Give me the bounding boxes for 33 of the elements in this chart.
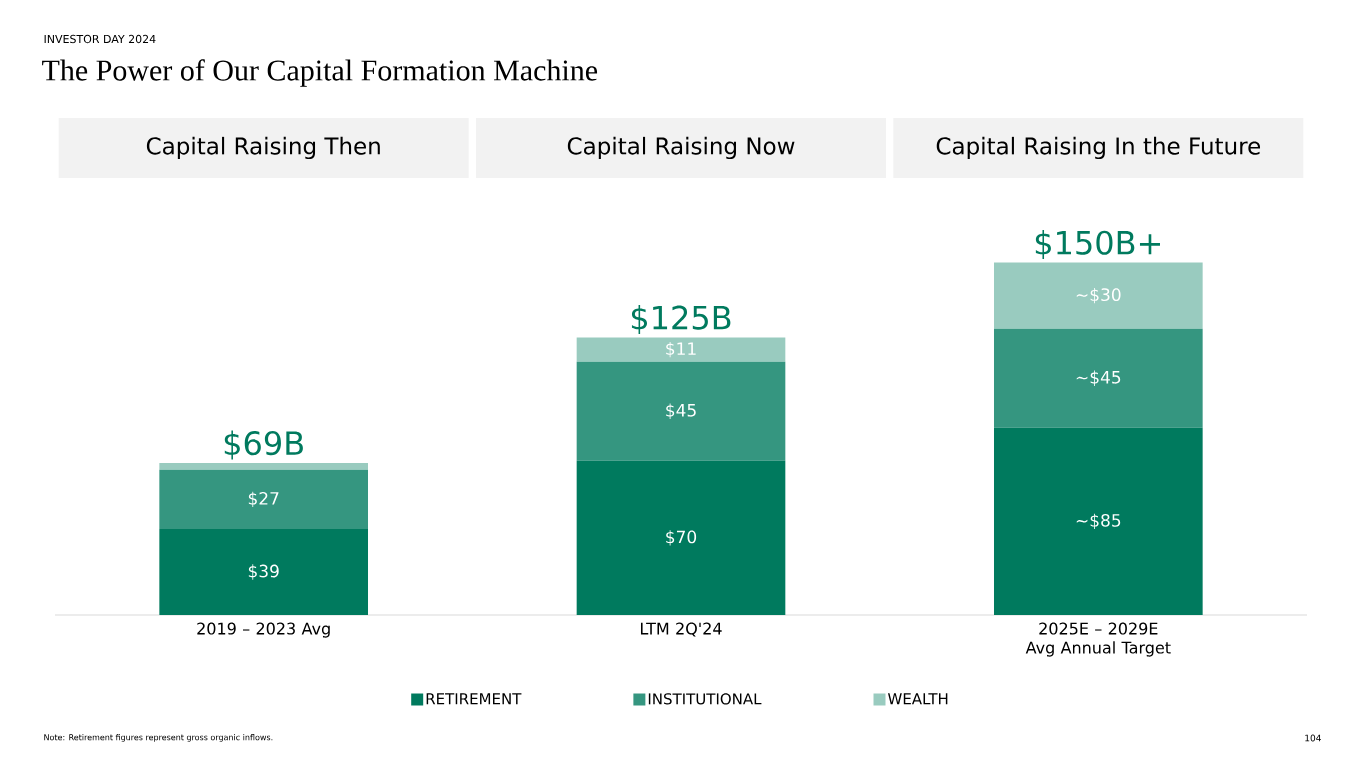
text: Capital Raising Then: [146, 136, 380, 160]
bar: [576, 460, 786, 615]
legend-label: RETIREMENT: [426, 693, 522, 705]
text: Capital Raising In the Future: [936, 136, 1261, 160]
bar: [576, 361, 786, 461]
bar: [159, 463, 369, 470]
chart-subtitle: INVESTOR DAY 2024: [44, 34, 156, 44]
data-label: $27: [248, 491, 279, 508]
data-label: ~$85: [1076, 513, 1121, 530]
data-label: $70: [666, 530, 697, 546]
annotation: $150B+: [1035, 230, 1160, 260]
data-label: ~$30: [1076, 287, 1121, 304]
chart-title: The Power of Our Capital Formation Machine: [42, 59, 598, 87]
legend-label: WEALTH: [888, 693, 948, 705]
bar: [993, 328, 1203, 428]
bar: [159, 469, 369, 530]
x-tick-label: 2019 – 2023 Avg: [197, 622, 330, 638]
text: Note: Retirement figures represent gross organic inflows.: [44, 734, 273, 742]
data-label: $39: [248, 564, 279, 580]
x-tick-label: 2025E – 2029E Avg Annual Target: [1025, 622, 1171, 657]
x-tick-label: LTM 2Q'24: [640, 622, 722, 637]
text: 104: [1305, 734, 1321, 742]
annotation: $125B: [631, 304, 731, 334]
data-label: $11: [666, 341, 696, 358]
bar: [159, 529, 369, 615]
text: Capital Raising Now: [567, 136, 795, 160]
annotation: $69B: [224, 430, 303, 460]
data-label: ~$45: [1076, 370, 1121, 386]
bar: [993, 427, 1203, 615]
bar: [993, 262, 1203, 329]
legend-label: INSTITUTIONAL: [648, 693, 762, 705]
bar: [576, 337, 786, 362]
data-label: $45: [666, 403, 696, 419]
